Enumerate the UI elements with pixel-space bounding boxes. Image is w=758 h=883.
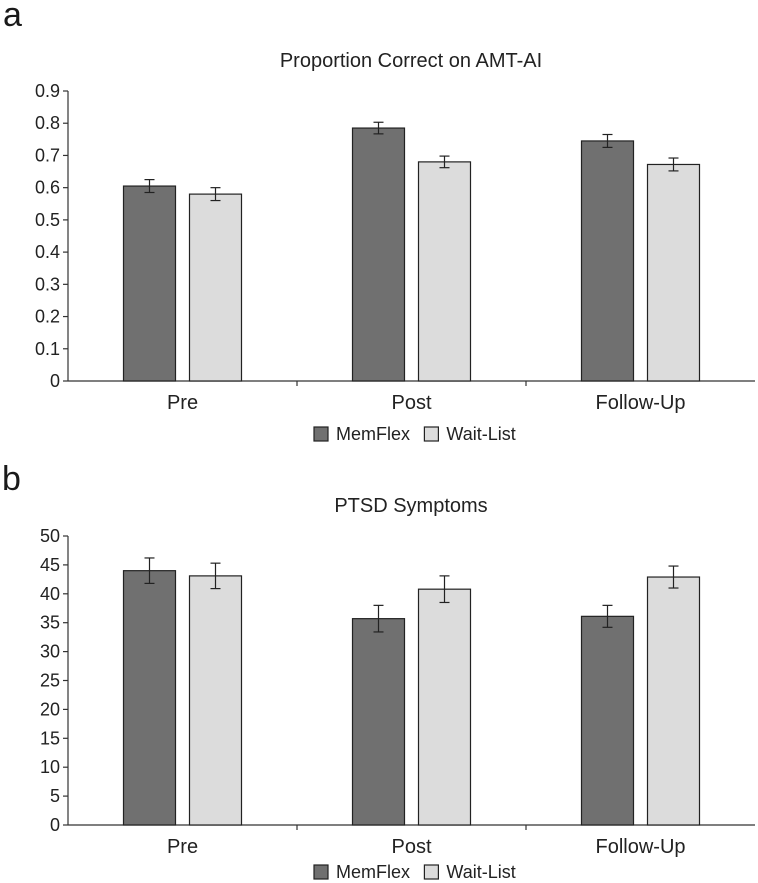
legend-label: Wait-List [446,862,515,882]
y-tick-label: 10 [40,757,60,777]
legend-swatch [423,426,439,442]
y-tick-label: 15 [40,728,60,748]
bar-wait-list [417,588,472,826]
x-tick-label: Pre [167,392,198,414]
y-tick-label: 40 [40,584,60,604]
y-tick-label: 0 [50,815,60,835]
y-tick-label: 0.3 [35,274,60,294]
chart-proportion-correct: Proportion Correct on AMT-AI 0 0.1 0.2 0.3 0.… [35,50,755,444]
bar-memflex [122,570,177,826]
y-tick-label: 35 [40,613,60,633]
y-tick-label: 30 [40,642,60,662]
bar-wait-list [417,161,472,382]
legend-swatch [313,864,329,880]
y-tick-label: 0.4 [35,242,60,262]
bar-wait-list [646,163,701,382]
chart-title: PTSD Symptoms [334,495,487,517]
y-tick-label: 45 [40,555,60,575]
legend-swatch [423,864,439,880]
y-tick-label: 20 [40,699,60,719]
legend-label: MemFlex [336,424,410,444]
x-tick-label: Post [391,836,431,858]
panel-b-label: b [2,460,21,498]
y-tick-label: 50 [40,526,60,546]
y-tick-label: 25 [40,671,60,691]
bar-memflex [580,615,635,826]
y-tick-label: 0.8 [35,113,60,133]
bar-wait-list [188,193,243,382]
panel-a-label: a [3,0,22,34]
y-tick-label: 0 [50,371,60,391]
bar-memflex [122,185,177,382]
chart-title: Proportion Correct on AMT-AI [280,50,542,72]
bar-wait-list [646,576,701,826]
bar-wait-list [188,575,243,826]
legend-label: Wait-List [446,424,515,444]
y-tick-label: 0.5 [35,210,60,230]
y-tick-label: 0.9 [35,81,60,101]
x-tick-label: Follow-Up [595,836,685,858]
x-tick-label: Pre [167,836,198,858]
legend-swatch [313,426,329,442]
x-tick-label: Follow-Up [595,392,685,414]
y-tick-label: 0.7 [35,145,60,165]
bar-memflex [351,127,406,382]
bar-memflex [351,618,406,826]
y-tick-label: 0.1 [35,339,60,359]
y-tick-label: 0.6 [35,178,60,198]
bar-memflex [580,140,635,382]
legend-label: MemFlex [336,862,410,882]
x-tick-label: Post [391,392,431,414]
y-tick-label: 0.2 [35,307,60,327]
y-tick-label: 5 [50,786,60,806]
chart-ptsd-symptoms: PTSD Symptoms 0 5 10 15 20 25 30 35 40 45 50 Pre Post… [40,495,755,882]
